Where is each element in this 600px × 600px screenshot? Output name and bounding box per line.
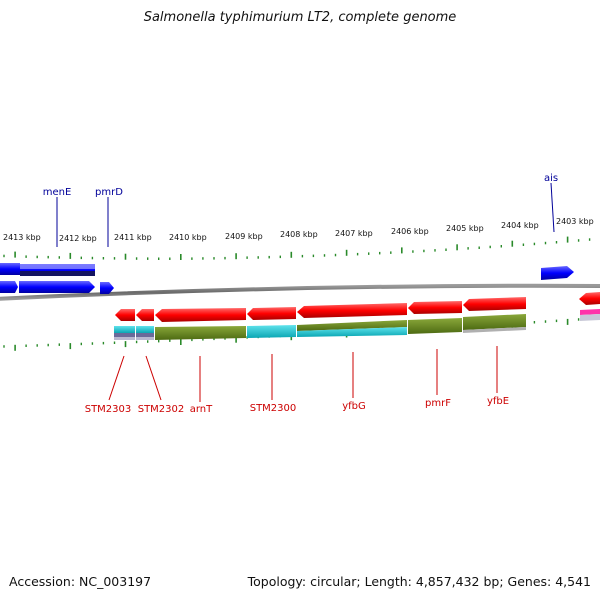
gene-label[interactable]: STM2303 [85,404,132,415]
gene-feature[interactable] [247,307,296,320]
cog-bar [20,271,95,276]
gene-labels-bottom: STM2303 STM2302 arnT STM2300 yfbG pmrF y… [85,396,509,415]
kbp-tick-row-top [3,236,591,260]
gene-feature[interactable] [297,303,407,318]
gene-label[interactable]: arnT [190,404,213,415]
gene-feature[interactable] [408,301,462,314]
accession-text: Accession: NC_003197 [9,574,152,589]
kbp-label: 2406 kbp [391,227,429,236]
gene-label[interactable]: yfbG [342,401,366,412]
genome-backbone [0,283,600,301]
gene-feature[interactable] [541,266,574,280]
kbp-label: 2413 kbp [3,233,41,242]
forward-strand-genes [0,263,574,294]
gene-feature[interactable] [0,263,20,275]
gene-feature[interactable] [136,309,154,321]
kbp-label: 2410 kbp [169,233,207,242]
gene-feature[interactable] [100,282,114,294]
gene-feature[interactable] [115,309,135,321]
gene-feature[interactable] [463,297,526,311]
genome-summary-text: Topology: circular; Length: 4,857,432 bp… [247,574,591,589]
gene-label[interactable]: menE [43,187,72,198]
gene-feature[interactable] [579,292,600,305]
kbp-label: 2405 kbp [446,224,484,233]
gene-label[interactable]: ais [544,173,558,184]
reverse-strand-genes [115,292,600,322]
gene-label[interactable]: STM2302 [138,404,185,415]
kbp-label: 2409 kbp [225,232,263,241]
kbp-labels: 2413 kbp 2412 kbp 2411 kbp 2410 kbp 2409… [3,217,594,243]
kbp-label: 2404 kbp [501,221,539,230]
cog-bands [114,309,600,340]
kbp-label: 2403 kbp [556,217,594,226]
kbp-label: 2412 kbp [59,234,97,243]
label-connectors [56,182,555,402]
gene-label[interactable]: pmrD [95,187,123,198]
gene-feature[interactable] [19,281,95,293]
gene-labels-top: menE pmrD ais [43,173,558,198]
gene-label[interactable]: STM2300 [250,403,297,414]
gene-label[interactable]: pmrF [425,398,451,409]
gene-feature[interactable] [0,281,18,293]
kbp-label: 2411 kbp [114,233,152,242]
gene-label[interactable]: yfbE [487,396,509,407]
genome-title: Salmonella typhimurium LT2, complete gen… [143,10,457,25]
cog-bar [20,264,95,269]
kbp-label: 2408 kbp [280,230,318,239]
gene-feature[interactable] [155,308,246,322]
kbp-label: 2407 kbp [335,229,373,238]
